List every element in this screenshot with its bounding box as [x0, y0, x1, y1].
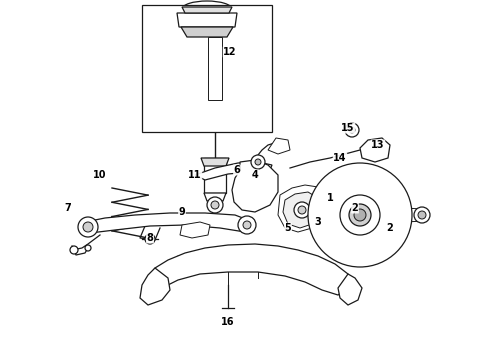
Circle shape [145, 234, 155, 244]
Text: 1: 1 [327, 193, 333, 203]
Circle shape [207, 197, 223, 213]
Text: 8: 8 [147, 233, 153, 243]
Circle shape [294, 202, 310, 218]
Polygon shape [232, 160, 278, 212]
Bar [204, 158, 226, 193]
Polygon shape [195, 162, 272, 180]
Circle shape [238, 216, 256, 234]
Circle shape [243, 221, 251, 229]
Polygon shape [380, 207, 426, 223]
Polygon shape [85, 213, 248, 233]
Text: 2: 2 [387, 223, 393, 233]
Polygon shape [140, 268, 170, 305]
Text: 6: 6 [234, 165, 241, 175]
Circle shape [211, 201, 219, 209]
Polygon shape [283, 192, 320, 228]
Bar [142, 5, 272, 132]
Circle shape [349, 127, 355, 133]
Text: 16: 16 [221, 317, 235, 327]
Bar [208, 37, 222, 100]
Circle shape [255, 159, 261, 165]
Circle shape [349, 204, 371, 226]
Circle shape [308, 163, 412, 267]
Circle shape [148, 237, 152, 241]
Text: 11: 11 [188, 170, 202, 180]
Polygon shape [338, 274, 362, 305]
Polygon shape [148, 244, 348, 296]
Circle shape [414, 207, 430, 223]
Polygon shape [180, 222, 210, 238]
Text: 5: 5 [285, 223, 292, 233]
Polygon shape [268, 138, 290, 154]
Polygon shape [204, 193, 226, 201]
Polygon shape [278, 185, 325, 232]
Circle shape [83, 222, 93, 232]
Polygon shape [177, 13, 237, 27]
Polygon shape [182, 7, 232, 13]
Text: 12: 12 [223, 47, 237, 57]
Text: 4: 4 [252, 170, 258, 180]
Polygon shape [181, 27, 233, 37]
Circle shape [85, 245, 91, 251]
Text: 7: 7 [65, 203, 72, 213]
Circle shape [418, 211, 426, 219]
Text: 15: 15 [341, 123, 355, 133]
Polygon shape [360, 138, 390, 162]
Circle shape [251, 155, 265, 169]
Text: 10: 10 [93, 170, 107, 180]
Polygon shape [201, 158, 229, 166]
Circle shape [354, 209, 366, 221]
Circle shape [345, 123, 359, 137]
Circle shape [78, 217, 98, 237]
Text: 3: 3 [315, 217, 321, 227]
Circle shape [298, 206, 306, 214]
Text: 14: 14 [333, 153, 347, 163]
Text: 9: 9 [179, 207, 185, 217]
Circle shape [340, 195, 380, 235]
Text: 13: 13 [371, 140, 385, 150]
Text: 2: 2 [352, 203, 358, 213]
Circle shape [70, 246, 78, 254]
